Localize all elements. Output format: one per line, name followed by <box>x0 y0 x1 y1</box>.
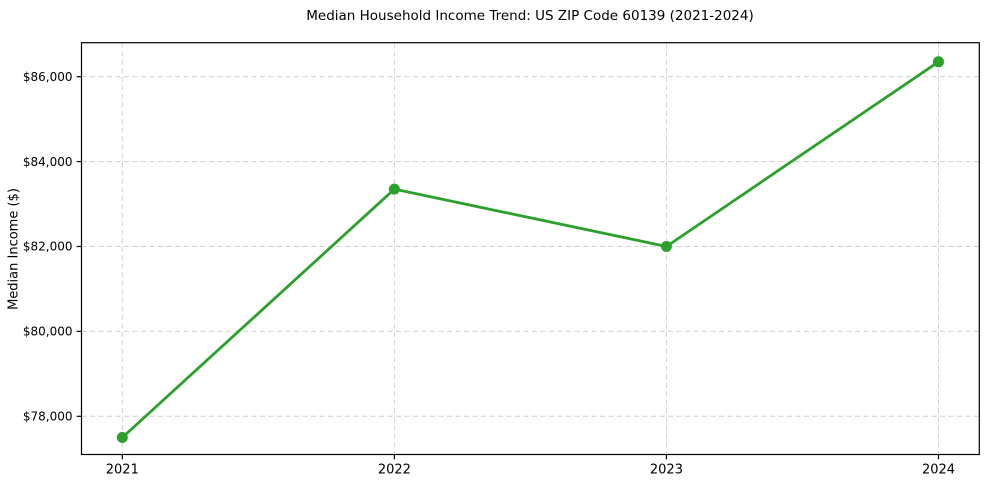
data-point-2021 <box>116 432 128 444</box>
trend-line <box>120 60 940 439</box>
x-tick-label: 2022 <box>378 463 411 478</box>
data-point-2023 <box>660 240 672 252</box>
y-tick-label: $80,000 <box>23 325 73 339</box>
data-point-2022 <box>388 183 400 195</box>
y-tick-label: $78,000 <box>23 409 73 423</box>
x-tick-label: 2024 <box>922 463 955 478</box>
y-tick-label: $84,000 <box>23 155 73 169</box>
chart-title: Median Household Income Trend: US ZIP Co… <box>306 8 754 24</box>
x-tick-label: 2021 <box>106 463 139 478</box>
plot-border <box>80 42 980 456</box>
y-tick-label: $86,000 <box>23 70 73 84</box>
data-point-2024 <box>932 56 944 68</box>
y-tick-label: $82,000 <box>23 240 73 254</box>
x-tick-label: 2023 <box>650 463 683 478</box>
